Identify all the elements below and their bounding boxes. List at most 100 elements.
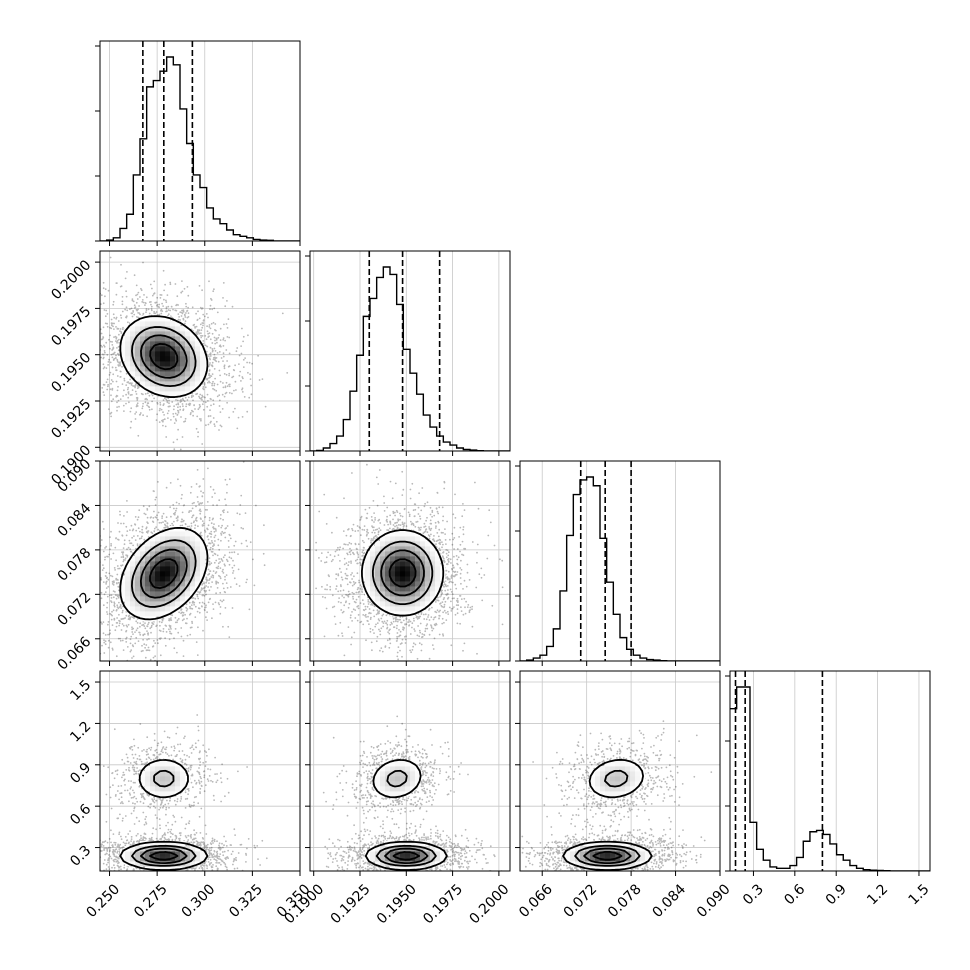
density-cell [170, 791, 176, 797]
density-cell [190, 386, 196, 392]
density-cell [370, 851, 376, 857]
density-cell [610, 851, 616, 857]
density-cell [140, 336, 146, 342]
density-cell [405, 586, 411, 592]
density-cell [190, 541, 196, 547]
density-cell [595, 861, 601, 867]
histogram-panel-p2 [515, 460, 721, 666]
density-cell [385, 766, 391, 772]
density-cell [195, 566, 201, 572]
density-cell [400, 566, 406, 572]
density-cell [405, 576, 411, 582]
density-cell [440, 851, 446, 857]
density-cell [150, 321, 156, 327]
density-cell [420, 551, 426, 557]
density-cell [640, 851, 646, 857]
density-cell [170, 781, 176, 787]
density-cell [165, 391, 171, 397]
density-cell [120, 576, 126, 582]
density-cell [160, 531, 166, 537]
density-cell [160, 766, 166, 772]
density-cell [435, 581, 441, 587]
density-cell [415, 561, 421, 567]
density-cell [200, 366, 206, 372]
density-cell [395, 771, 401, 777]
density-cell [605, 791, 611, 797]
density-cell [125, 606, 131, 612]
density-cell [140, 606, 146, 612]
density-cell [610, 761, 616, 767]
density-cell [400, 611, 406, 617]
density-cell [170, 591, 176, 597]
density-cell [200, 556, 206, 562]
density-cell [395, 861, 401, 867]
density-cell [185, 581, 191, 587]
density-cell [190, 536, 196, 542]
density-cell [165, 781, 171, 787]
panel-frame [99, 250, 301, 452]
density-cell [400, 561, 406, 567]
density-cell [620, 856, 626, 862]
density-cell [130, 366, 136, 372]
density-cell [120, 346, 126, 352]
density-cell [125, 341, 131, 347]
density-cell [395, 611, 401, 617]
density-cell [385, 791, 391, 797]
density-cell [180, 351, 186, 357]
density-cell [165, 776, 171, 782]
density-cell [140, 351, 146, 357]
density-cell [420, 606, 426, 612]
density-cell [120, 596, 126, 602]
density-cell [130, 556, 136, 562]
density-cell [605, 851, 611, 857]
density-cell [120, 851, 126, 857]
density-cell [425, 551, 431, 557]
density-cell [185, 346, 191, 352]
density-cell [405, 566, 411, 572]
density-cell [140, 591, 146, 597]
density-cell [135, 376, 141, 382]
density-cell [625, 771, 631, 777]
density-cell [135, 326, 141, 332]
density-cell [150, 356, 156, 362]
density-cell [130, 846, 136, 852]
density-cell [405, 776, 411, 782]
density-cell [145, 541, 151, 547]
density-cell [180, 341, 186, 347]
density-cell [610, 776, 616, 782]
density-cell [170, 771, 176, 777]
density-cell [390, 771, 396, 777]
panel-frame [99, 670, 301, 872]
density-cell [120, 356, 126, 362]
density-cell [160, 571, 166, 577]
density-cell [395, 586, 401, 592]
density-cell [435, 576, 441, 582]
density-cell [380, 556, 386, 562]
density-cell [590, 856, 596, 862]
density-cell [180, 541, 186, 547]
density-cell [195, 351, 201, 357]
density-cell [180, 531, 186, 537]
density-cell [135, 566, 141, 572]
density-cell [570, 851, 576, 857]
density-cell [160, 351, 166, 357]
density-cell [190, 356, 196, 362]
density-cell [150, 786, 156, 792]
density-cell [620, 766, 626, 772]
density-cell [185, 351, 191, 357]
density-cell [190, 366, 196, 372]
density-cell [165, 341, 171, 347]
density-cell [185, 341, 191, 347]
density-cell [610, 841, 616, 847]
density-cell [185, 596, 191, 602]
density-cell [630, 771, 636, 777]
density-cell [145, 331, 151, 337]
density-cell [140, 561, 146, 567]
density-cell [630, 776, 636, 782]
density-cell [430, 556, 436, 562]
x-tick-label: 0.3 [740, 881, 767, 908]
density-cell [165, 581, 171, 587]
density-cell [640, 856, 646, 862]
density-cell [625, 761, 631, 767]
